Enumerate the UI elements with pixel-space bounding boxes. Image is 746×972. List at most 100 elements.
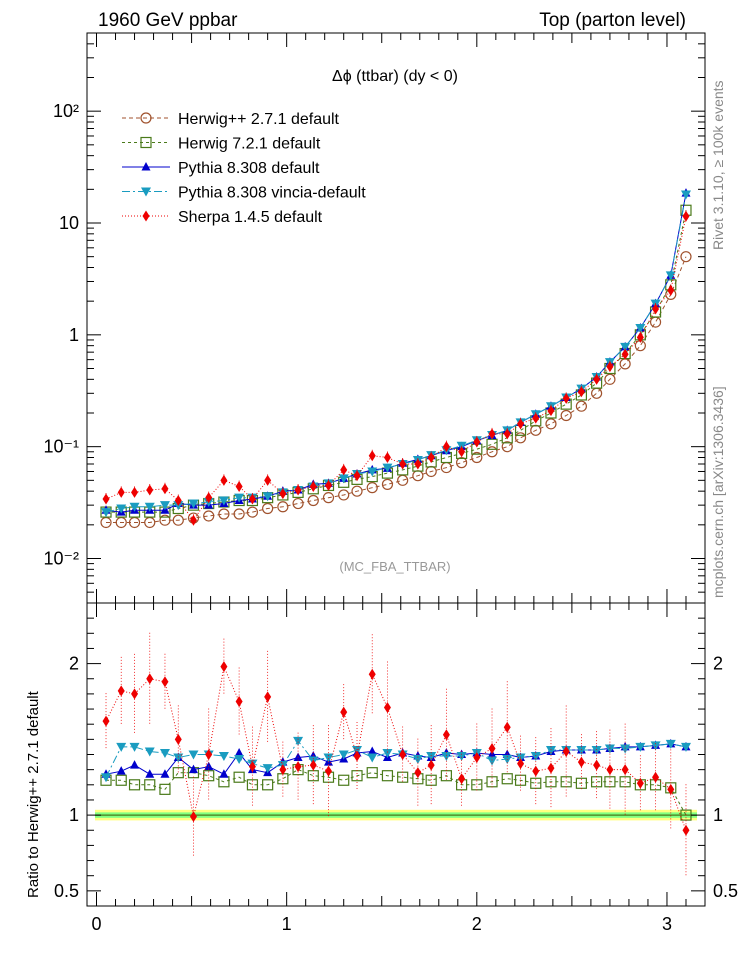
ratio-point-herwig7 xyxy=(128,779,141,791)
main-point-herwigpp xyxy=(381,478,394,490)
main-y-tick-label: 10 xyxy=(59,213,79,233)
main-line-herwig7 xyxy=(106,210,687,513)
ratio-point-sherpa xyxy=(606,764,614,776)
ratio-point-sherpa xyxy=(189,811,197,823)
ratio-point-sherpa xyxy=(220,661,228,673)
ratio-point-vincia xyxy=(116,742,127,752)
ratio-point-sherpa xyxy=(488,742,496,754)
main-point-sherpa xyxy=(503,428,511,440)
main-point-sherpa xyxy=(427,452,435,464)
main-point-sherpa xyxy=(131,486,139,498)
ratio-point-vincia xyxy=(144,747,155,757)
ratio-point-sherpa xyxy=(593,759,601,771)
main-point-sherpa xyxy=(309,481,317,493)
legend-label-vincia: Pythia 8.308 vincia-default xyxy=(178,185,366,202)
main-point-herwigpp xyxy=(338,489,350,501)
ratio-series-herwig7 xyxy=(100,764,692,821)
main-point-sherpa xyxy=(547,405,555,417)
main-point-sherpa xyxy=(488,428,496,440)
ratio-point-sherpa xyxy=(205,749,213,760)
ratio-point-vincia xyxy=(218,752,229,762)
main-point-vincia xyxy=(680,190,691,200)
ratio-line-herwig7 xyxy=(106,769,687,816)
main-point-sherpa xyxy=(399,458,407,470)
legend: Herwig++ 2.7.1 default Herwig 7.2.1 defau… xyxy=(122,111,366,226)
ratio-point-sherpa xyxy=(682,824,690,836)
ratio-point-vincia xyxy=(665,739,676,749)
ratio-panel: 0.5 0.5 1 1 2 2 0 1 2 3 Ratio to Herwig++ 2.7.1 d… xyxy=(25,602,738,934)
ratio-point-vincia xyxy=(650,741,661,751)
ratio-point-vincia xyxy=(293,736,304,746)
main-point-herwigpp xyxy=(246,506,259,518)
ratio-point-herwig7 xyxy=(172,767,184,779)
ratio-point-herwig7 xyxy=(115,774,127,786)
main-point-sherpa xyxy=(606,361,614,373)
ratio-point-vincia xyxy=(323,753,334,763)
ratio-point-vincia xyxy=(487,756,498,766)
ratio-point-herwig7 xyxy=(144,779,156,791)
main-point-sherpa xyxy=(473,436,481,448)
ratio-point-vincia xyxy=(234,755,245,765)
main-y-tick-label: 10⁻¹ xyxy=(43,437,79,457)
main-point-sherpa xyxy=(636,331,644,343)
ratio-point-pythia xyxy=(188,764,198,774)
main-point-vincia xyxy=(367,467,378,477)
main-point-sherpa xyxy=(205,492,213,504)
ratio-point-vincia xyxy=(604,744,615,754)
analysis-watermark: (MC_FBA_TTBAR) xyxy=(339,559,450,574)
main-point-herwigpp xyxy=(277,501,289,513)
main-series-group xyxy=(100,188,692,529)
ratio-point-sherpa xyxy=(309,759,317,771)
ratio-point-sherpa xyxy=(102,715,110,727)
ratio-point-sherpa xyxy=(235,695,243,707)
legend-entry-pythia: Pythia 8.308 default xyxy=(122,160,320,177)
ratio-point-sherpa xyxy=(340,706,348,718)
ratio-point-vincia xyxy=(412,755,423,765)
main-line-vincia xyxy=(105,194,687,513)
main-point-vincia xyxy=(101,508,112,518)
ratio-point-vincia xyxy=(591,745,602,755)
ratio-point-sherpa xyxy=(517,758,525,770)
ratio-point-vincia xyxy=(456,752,467,762)
legend-label-pythia: Pythia 8.308 default xyxy=(178,160,320,177)
main-point-herwigpp xyxy=(218,508,230,520)
main-point-sherpa xyxy=(146,484,154,496)
ratio-point-vincia xyxy=(576,745,587,755)
main-point-herwigpp xyxy=(486,446,498,458)
ratio-point-vincia xyxy=(680,742,691,752)
ratio-x-tick-label: 1 xyxy=(282,914,292,934)
ratio-y-tick-label-right: 1 xyxy=(713,805,723,825)
main-point-sherpa xyxy=(458,446,466,458)
main-point-herwigpp xyxy=(471,451,483,464)
ratio-point-sherpa xyxy=(442,729,450,741)
ratio-point-vincia xyxy=(382,748,393,758)
legend-entry-herwig7: Herwig 7.2.1 default xyxy=(122,136,321,153)
ratio-point-pythia xyxy=(145,769,155,778)
ratio-point-herwig7 xyxy=(159,783,171,795)
main-point-vincia xyxy=(188,499,199,509)
ratio-y-tick-label-right: 2 xyxy=(713,654,723,674)
main-point-sherpa xyxy=(353,470,361,482)
ratio-point-sherpa xyxy=(353,750,361,762)
main-point-sherpa xyxy=(368,450,376,462)
ratio-point-vincia xyxy=(635,742,646,752)
main-point-sherpa xyxy=(248,493,256,505)
main-point-sherpa xyxy=(279,488,287,500)
ratio-point-sherpa xyxy=(383,702,391,714)
main-point-vincia xyxy=(129,502,140,512)
ratio-point-herwig7 xyxy=(381,770,394,782)
main-point-herwigpp xyxy=(307,494,319,507)
main-point-herwigpp xyxy=(545,418,557,430)
main-point-sherpa xyxy=(117,486,125,498)
main-point-sherpa xyxy=(161,483,169,495)
main-point-sherpa xyxy=(414,458,422,470)
main-point-vincia xyxy=(159,501,170,511)
ratio-y-tick-label: 0.5 xyxy=(54,881,79,901)
main-point-vincia xyxy=(620,342,631,352)
ratio-y-tick-label: 1 xyxy=(69,805,79,825)
ratio-point-sherpa xyxy=(667,783,675,795)
ratio-line-vincia xyxy=(105,740,687,778)
ratio-point-sherpa xyxy=(131,688,139,700)
ratio-x-tick-label: 2 xyxy=(472,914,482,934)
